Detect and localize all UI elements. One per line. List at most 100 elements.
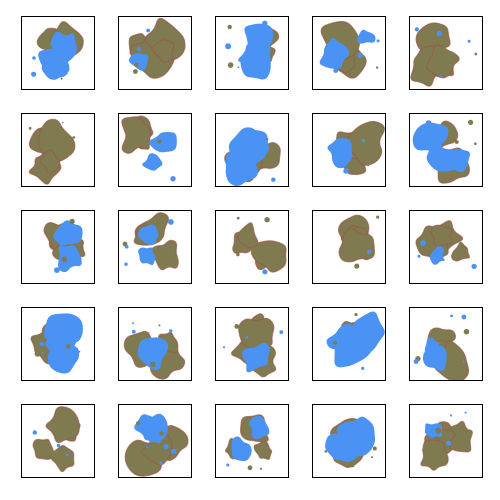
grid-tile-r5-c5 [409,404,483,478]
speck [170,176,176,182]
grid-tile-r1-c4 [312,16,386,90]
terrain-blob [151,39,175,63]
speck [72,136,76,139]
tile-image [327,120,385,176]
terrain-blob [426,44,460,79]
grid-tile-r1-c3 [215,16,289,90]
grid-tile-r5-c3 [215,404,289,478]
water-blob [412,122,449,154]
tile-image [123,322,186,380]
speck [330,37,336,44]
tile-image [43,218,86,273]
speck [49,451,56,458]
speck [279,330,284,334]
water-blob [138,247,156,266]
tile-image [124,413,189,477]
speck [436,30,442,37]
tile-image [121,115,177,182]
water-blob [58,245,82,273]
speck [56,443,61,448]
speck [131,329,136,334]
speck [32,56,36,60]
speck [420,240,426,246]
grid-tile-r4-c2 [118,307,192,381]
terrain-blob [250,240,287,273]
tile-image [420,411,473,471]
speck [468,119,474,125]
terrain-blob [141,432,173,466]
terrain-blob [40,149,61,174]
speck [257,335,261,340]
grid-tile-r1-c5 [409,16,483,90]
speck [237,66,240,69]
tile-image [337,214,380,269]
tile-image [31,21,84,80]
terrain-blob [32,438,55,460]
speck [171,448,177,455]
speck [150,361,156,368]
speck [450,157,457,163]
speck [417,254,421,258]
tile-image [410,22,478,87]
tile-image [225,20,280,80]
speck [242,148,246,152]
grid-tile-r2-c2 [118,113,192,187]
speck [169,329,173,333]
water-blob [128,53,149,71]
water-blob [134,414,168,444]
speck [376,215,380,219]
speck [46,130,51,135]
tile-image [326,311,385,370]
speck [262,269,268,275]
tile-image [30,313,83,374]
grid-tile-r2-c5 [409,113,483,187]
tile-image [319,20,380,79]
speck [163,444,169,450]
speck [159,431,164,436]
water-blob [429,246,445,265]
speck [31,72,36,77]
terrain-blob [236,222,259,249]
speck [133,69,138,74]
speck [134,62,139,68]
speck [146,28,150,33]
speck [159,461,163,465]
speck [245,335,249,339]
grid-tile-r4-c5 [409,307,483,381]
grid-tile-r2-c3 [215,113,289,187]
speck [227,62,234,68]
grid-tile-r3-c3 [215,210,289,284]
terrain-blob [121,116,151,154]
speck [266,138,269,141]
speck [370,34,373,37]
speck [414,27,419,32]
speck [39,341,45,347]
speck [124,262,128,266]
speck [375,66,379,69]
water-blob [327,138,353,169]
water-blob [356,29,376,44]
water-blob [326,323,357,354]
speck [64,47,70,53]
speck [59,323,64,328]
speck [124,245,129,249]
speck [372,446,377,451]
speck [41,351,44,354]
tile-image [324,416,377,469]
speck [333,340,338,345]
tile-image [413,314,470,380]
speck [236,252,240,257]
grid-tile-r5-c2 [118,404,192,478]
water-blob [142,153,163,171]
speck [366,249,372,255]
speck [157,139,162,144]
grid-tile-r5-c1 [21,404,95,478]
grid-tile-r3-c5 [409,210,483,284]
speck [464,411,467,414]
grid-tile-r5-c4 [312,404,386,478]
grid-tile-r4-c3 [215,307,289,381]
speck [245,67,251,73]
tile-image [32,406,81,473]
tile-image [415,220,477,270]
